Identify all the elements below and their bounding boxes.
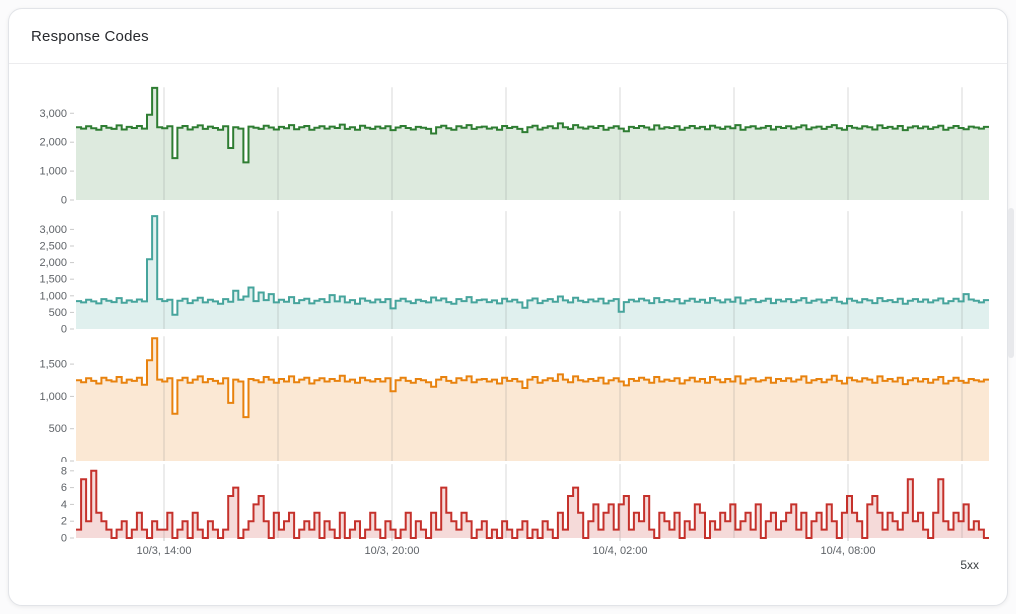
svg-text:0: 0 (61, 456, 67, 463)
svg-text:4: 4 (61, 499, 67, 511)
svg-text:2,500: 2,500 (39, 241, 67, 253)
response-codes-card: Response Codes 0 1,000 2,000 3,000 0 500 1,00… (8, 8, 1008, 606)
chart-5xx-series: 5xx 0 2 4 6 8 10/3, 14:00 10/3, 20:00 10/4, 02:… (9, 462, 1007, 572)
svg-text:3,000: 3,000 (39, 224, 67, 236)
svg-text:500: 500 (49, 307, 67, 319)
svg-text:10/3, 20:00: 10/3, 20:00 (364, 545, 419, 557)
svg-text:3,000: 3,000 (39, 108, 67, 120)
svg-text:2: 2 (61, 516, 67, 528)
svg-text:10/4, 08:00: 10/4, 08:00 (820, 545, 875, 557)
svg-text:2,000: 2,000 (39, 257, 67, 269)
svg-text:500: 500 (49, 423, 67, 435)
chart-canvas: 0 1,000 2,000 3,000 (39, 86, 989, 207)
chart-canvas: 0 2 4 6 8 10/3, 14:00 10/3, 20:00 10/4, 02:00 10… (61, 464, 989, 557)
svg-text:10/3, 14:00: 10/3, 14:00 (136, 545, 191, 557)
svg-text:2,000: 2,000 (39, 137, 67, 149)
svg-text:0: 0 (61, 324, 67, 336)
card-header: Response Codes (9, 9, 1007, 64)
chart-3xx-series: 0 500 1,000 1,500 2,000 2,500 3,000 (9, 211, 1007, 335)
chart-4xx-series: 0 500 1,000 1,500 (9, 335, 1007, 462)
svg-text:10/4, 02:00: 10/4, 02:00 (592, 545, 647, 557)
svg-text:6: 6 (61, 482, 67, 494)
svg-text:1,500: 1,500 (39, 359, 67, 371)
svg-text:1,000: 1,000 (39, 391, 67, 403)
series-label-5xx: 5xx (960, 558, 979, 572)
svg-text:1,000: 1,000 (39, 166, 67, 178)
svg-text:0: 0 (61, 195, 67, 207)
svg-text:8: 8 (61, 465, 67, 477)
svg-text:0: 0 (61, 533, 67, 545)
chart-2xx-series: 0 1,000 2,000 3,000 (9, 84, 1007, 209)
chart-canvas: 0 500 1,000 1,500 2,000 2,500 3,000 (39, 211, 989, 336)
card-title: Response Codes (31, 27, 149, 45)
svg-text:1,500: 1,500 (39, 274, 67, 286)
charts-area: 0 1,000 2,000 3,000 0 500 1,000 1,500 2,000 2,50… (9, 64, 1007, 572)
chart-canvas: 0 500 1,000 1,500 (39, 336, 989, 463)
page-scrollbar[interactable] (1008, 208, 1014, 358)
svg-text:1,000: 1,000 (39, 290, 67, 302)
